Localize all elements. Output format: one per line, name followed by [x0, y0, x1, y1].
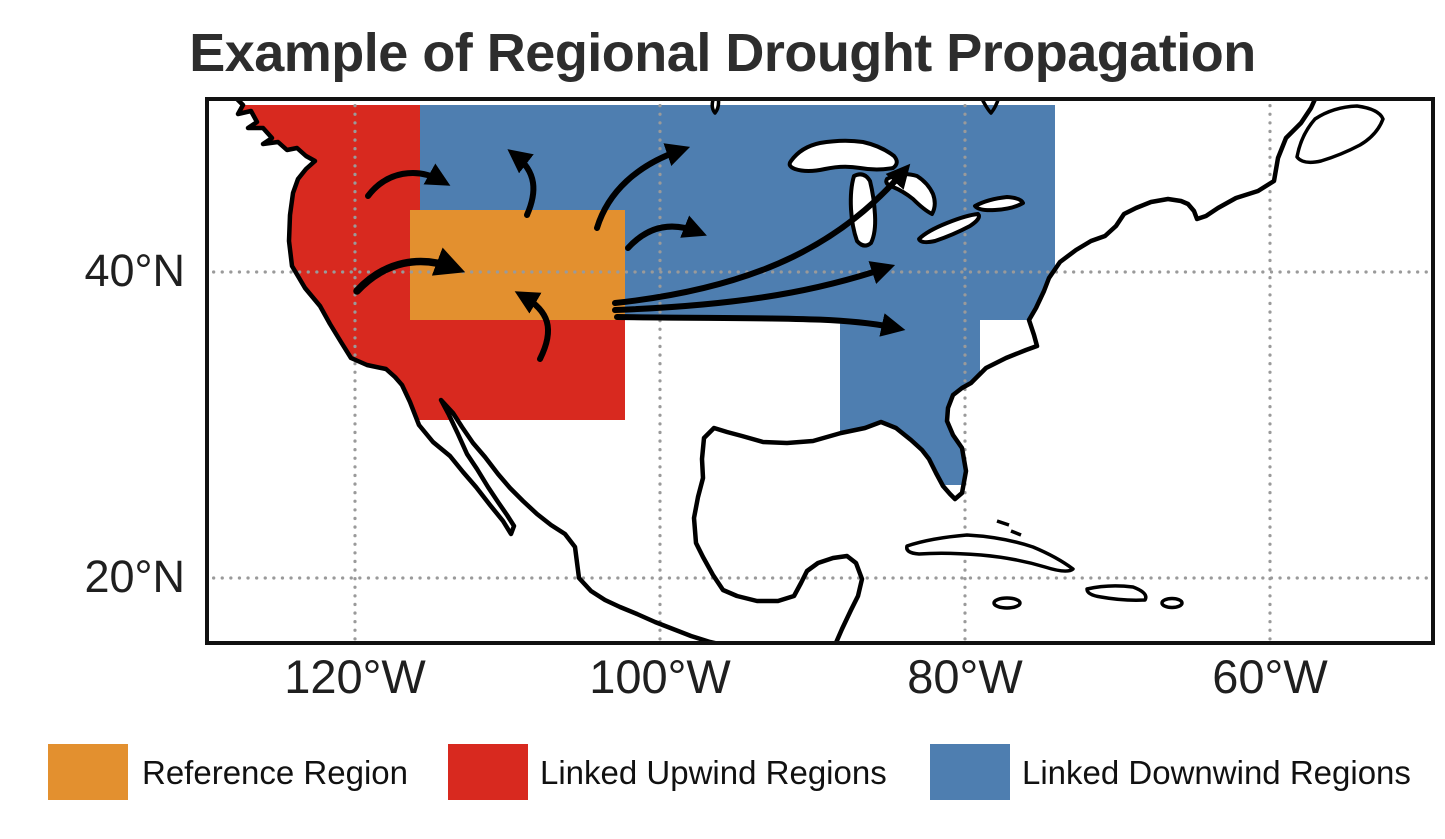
- arrow-east-sweep-upper: [612, 163, 911, 306]
- coastlines: [232, 97, 1319, 645]
- legend-label-upwind: Linked Upwind Regions: [540, 754, 887, 791]
- legend-swatch-downwind: [930, 744, 1010, 800]
- arrow-north-hook: [507, 149, 537, 218]
- pacific-ocean: [205, 97, 723, 645]
- arrow-northwest-small: [365, 163, 451, 199]
- legend-swatch-reference: [48, 744, 128, 800]
- x-tick-100w: 100°W: [589, 650, 731, 703]
- figure-title: Example of Regional Drought Propagation: [189, 23, 1256, 83]
- island-newfoundland: [1295, 104, 1385, 165]
- map-border: [205, 97, 1435, 645]
- arrow-east-sweep-lower: [614, 313, 906, 337]
- arrow-south-inflow: [514, 291, 551, 362]
- arrow-east-small: [625, 215, 707, 251]
- map-svg: [205, 97, 1435, 645]
- island-hispaniola: [1085, 584, 1148, 602]
- y-tick-20n: 20°N: [84, 551, 185, 602]
- island-jamaica: [992, 596, 1022, 610]
- propagation-arrows: [353, 143, 911, 362]
- atlantic-gulf-ocean: [694, 97, 1435, 645]
- x-tick-120w: 120°W: [284, 650, 426, 703]
- island-puerto-rico: [1160, 596, 1184, 610]
- legend-swatch-upwind: [448, 744, 528, 800]
- arrow-northeast-long: [594, 143, 691, 231]
- lake-erie: [917, 212, 981, 245]
- island-bahamas: [996, 519, 1022, 537]
- map-figure: [205, 97, 1435, 645]
- pacific-coastline: [232, 97, 726, 645]
- y-tick-40n: 40°N: [84, 245, 185, 296]
- island-cuba: [905, 533, 1075, 573]
- legend: Reference Region Linked Upwind Regions L…: [0, 740, 1445, 810]
- ocean-masks: [205, 97, 1435, 645]
- lake-ontario: [973, 195, 1025, 213]
- legend-label-reference: Reference Region: [142, 754, 408, 791]
- x-tick-80w: 80°W: [907, 650, 1023, 703]
- legend-label-downwind: Linked Downwind Regions: [1022, 754, 1411, 791]
- arrow-east-sweep-middle: [612, 261, 896, 313]
- islands: [905, 104, 1385, 610]
- arrow-west-inflow: [353, 247, 466, 295]
- x-tick-60w: 60°W: [1212, 650, 1328, 703]
- atlantic-coastline: [691, 97, 1319, 645]
- james-bay-coastline: [979, 97, 1001, 115]
